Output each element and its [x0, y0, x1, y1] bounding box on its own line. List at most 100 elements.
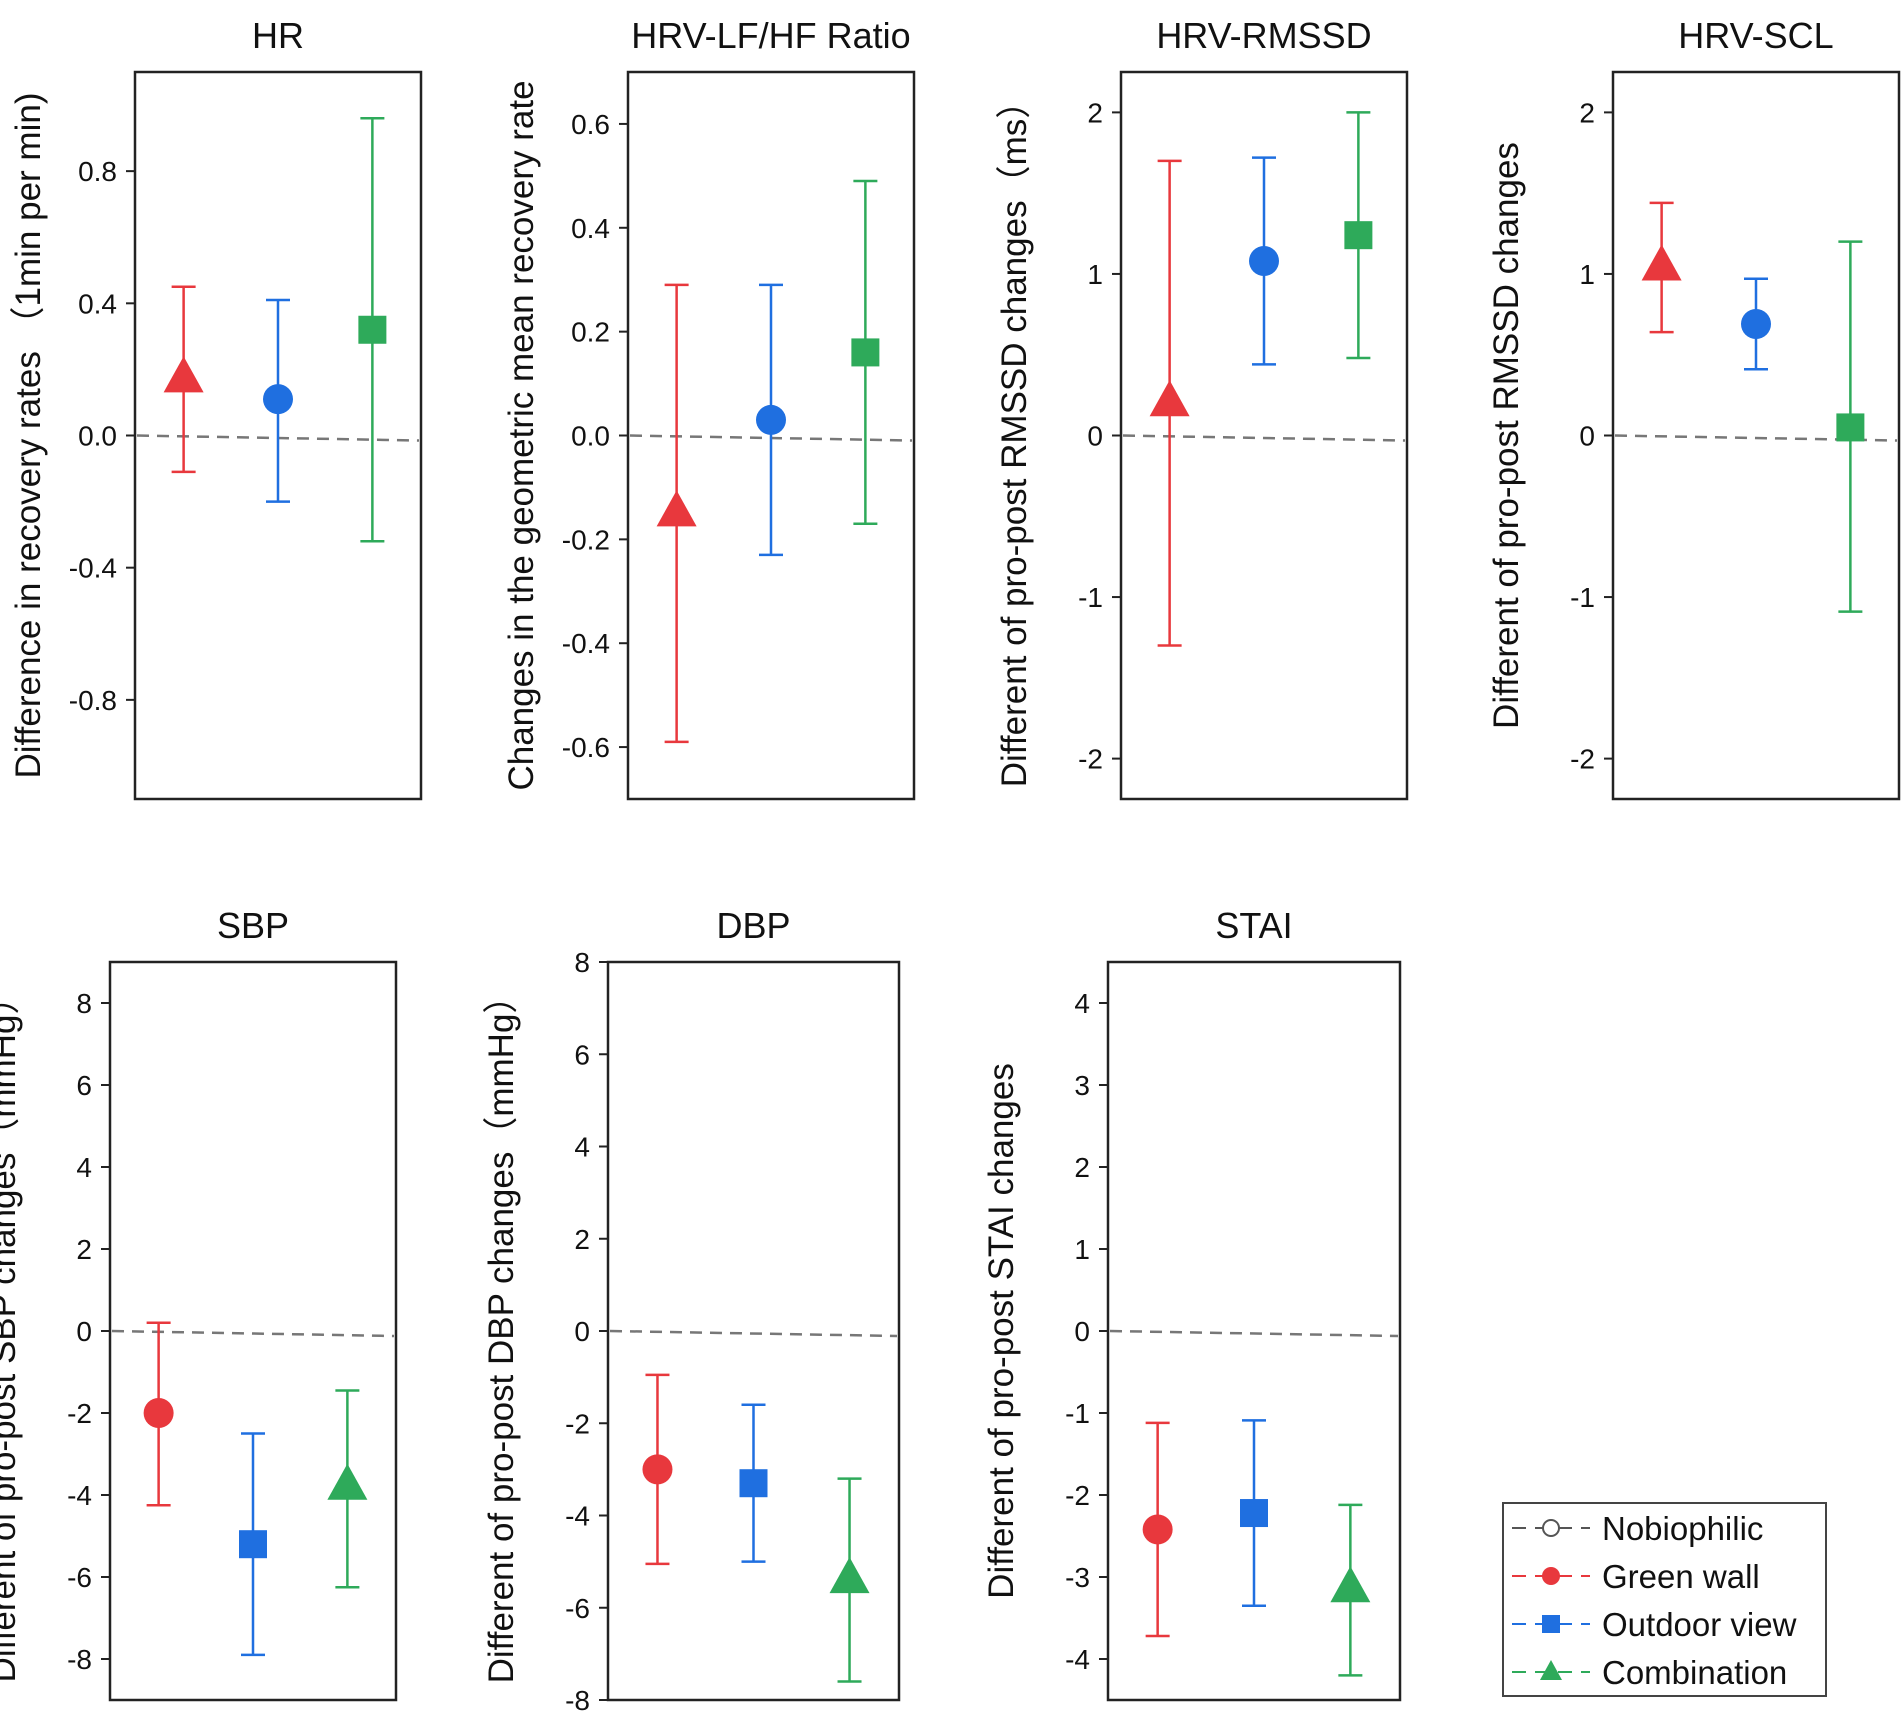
y-tick-label: 6	[574, 1039, 590, 1070]
legend-label: Outdoor view	[1602, 1606, 1797, 1643]
y-tick-label: -0.4	[562, 628, 610, 659]
y-tick-label: -4	[565, 1501, 590, 1532]
y-tick-label: 2	[574, 1224, 590, 1255]
panel-hr: HR -0.8 -0.4 0.0 0.4 0.8 Difference in recover…	[9, 15, 423, 801]
triangle-marker	[1641, 244, 1682, 281]
y-tick-label: 4	[1074, 988, 1090, 1019]
data-point-green-wall	[1641, 201, 1682, 334]
y-tick-label: 0.8	[78, 156, 117, 187]
y-tick-label: -3	[1065, 1562, 1090, 1593]
data-point-outdoor-view	[1240, 1419, 1268, 1607]
panel-title: HRV-RMSSD	[1156, 15, 1371, 56]
square-marker	[358, 315, 387, 344]
legend-label: Combination	[1602, 1654, 1787, 1691]
reference-line	[1122, 434, 1406, 442]
panel-hrv-lf-hf-ratio: HRV-LF/HF Ratio -0.6 -0.4 -0.2 0.0 0.2 0.4 0.6 C…	[502, 15, 916, 801]
triangle-marker	[656, 490, 697, 527]
panel-title: HR	[252, 15, 304, 56]
y-tick-label: 0.0	[571, 421, 610, 452]
reference-line	[1614, 434, 1898, 442]
y-tick-label: 0.4	[571, 213, 610, 244]
panel-stai: STAI -4 -3 -2 -1 0 1 2 3 4 Different of pro-post S…	[982, 905, 1402, 1702]
data-point-green-wall	[1142, 1421, 1173, 1638]
panel-hrv-rmssd: HRV-RMSSD -2 -1 0 1 2 Different of pro-post RM…	[995, 15, 1409, 801]
data-point-green-wall	[1149, 159, 1190, 647]
y-axis-label: Different of pro-post RMSSD changes	[1487, 142, 1526, 729]
circle-marker	[1249, 246, 1279, 277]
y-axis-label: Different of pro-post RMSSD changes（ms）	[995, 84, 1034, 788]
y-tick-label: 0.6	[571, 109, 610, 140]
y-tick-label: 1	[1579, 259, 1595, 290]
data-point-green-wall	[163, 285, 204, 474]
data-point-outdoor-view	[756, 283, 786, 557]
y-tick-label: -4	[67, 1480, 92, 1511]
y-tick-label: 0	[574, 1316, 590, 1347]
y-tick-label: -4	[1065, 1644, 1090, 1675]
panel-sbp: SBP -8 -6 -4 -2 0 2 4 6 8 Different of pro-post SB…	[0, 905, 398, 1702]
y-tick-label: 0	[1579, 421, 1595, 452]
y-tick-label: 2	[1087, 97, 1103, 128]
y-tick-label: -0.2	[562, 524, 610, 555]
circle-marker	[143, 1398, 174, 1428]
y-axis-label: Changes in the geometric mean recovery r…	[502, 80, 541, 790]
legend-item-outdoor-view: Outdoor view	[1512, 1606, 1797, 1643]
data-point-combination	[327, 1389, 368, 1589]
square-marker	[1240, 1499, 1268, 1528]
chart-panels: HR -0.8 -0.4 0.0 0.4 0.8 Difference in recover…	[0, 15, 1901, 1716]
legend-label: Nobiophilic	[1602, 1510, 1763, 1547]
data-point-green-wall	[642, 1373, 673, 1566]
y-tick-label: 8	[76, 988, 92, 1019]
reference-line	[609, 1329, 898, 1338]
circle-marker	[642, 1454, 673, 1485]
y-tick-label: -1	[1065, 1398, 1090, 1429]
y-axis-label: Different of pro-post SBP changes（mmHg）	[0, 980, 23, 1683]
y-tick-label: 0.4	[78, 288, 117, 319]
y-tick-label: -0.4	[69, 553, 117, 584]
y-tick-label: 4	[76, 1152, 92, 1183]
y-tick-label: -0.6	[562, 732, 610, 763]
y-tick-label: 0.2	[571, 317, 610, 348]
data-point-combination	[358, 117, 387, 543]
panel-title: STAI	[1215, 905, 1292, 946]
y-tick-label: 0	[76, 1316, 92, 1347]
data-point-combination	[1330, 1503, 1371, 1677]
y-tick-label: -1	[1078, 582, 1103, 613]
triangle-marker	[1149, 380, 1190, 417]
legend-item-nobiophilic: Nobiophilic	[1512, 1510, 1763, 1547]
y-tick-label: 4	[574, 1132, 590, 1163]
y-tick-label: -1	[1570, 582, 1595, 613]
data-point-green-wall	[143, 1321, 174, 1507]
panel-dbp: DBP -8 -6 -4 -2 0 2 4 6 8 Different of pro-post DB…	[482, 905, 901, 1716]
y-tick-label: -2	[1078, 744, 1103, 775]
circle-icon	[1542, 1567, 1560, 1585]
y-tick-label: -8	[565, 1685, 590, 1716]
y-axis-label: Different of pro-post DBP changes（mmHg）	[482, 979, 521, 1684]
y-tick-label: 1	[1087, 259, 1103, 290]
y-tick-label: 8	[574, 947, 590, 978]
data-point-outdoor-view	[239, 1432, 267, 1657]
y-tick-label: 3	[1074, 1070, 1090, 1101]
y-tick-label: -8	[67, 1644, 92, 1675]
legend-frame	[1502, 1502, 1827, 1697]
y-axis-label: Difference in recovery rates （1min per m…	[9, 93, 48, 779]
data-point-combination	[851, 179, 880, 526]
circle-marker	[1741, 309, 1771, 340]
data-point-outdoor-view	[739, 1403, 768, 1563]
y-tick-label: -2	[565, 1408, 590, 1439]
y-tick-label: 6	[76, 1070, 92, 1101]
reference-line	[111, 1329, 395, 1338]
circle-marker	[756, 404, 786, 435]
data-point-green-wall	[656, 283, 697, 744]
panel-hrv-scl: HRV-SCL -2 -1 0 1 2 Different of pro-post RMSS…	[1487, 15, 1901, 801]
panel-title: DBP	[716, 905, 790, 946]
square-marker	[239, 1530, 267, 1559]
triangle-icon	[1540, 1660, 1562, 1680]
y-tick-label: -2	[1570, 744, 1595, 775]
y-tick-label: 1	[1074, 1234, 1090, 1265]
reference-line	[1109, 1329, 1399, 1338]
panel-title: HRV-LF/HF Ratio	[631, 15, 910, 56]
legend-item-green-wall: Green wall	[1512, 1558, 1760, 1595]
y-axis-label: Different of pro-post STAI changes	[982, 1063, 1021, 1599]
y-tick-label: 0	[1074, 1316, 1090, 1347]
